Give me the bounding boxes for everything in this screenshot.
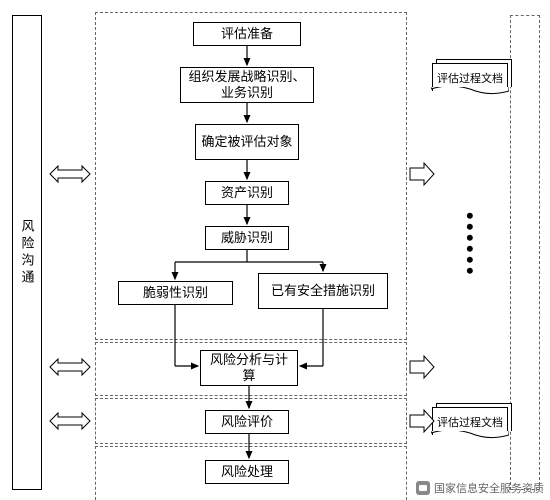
- node-evaluation: 风险评价: [205, 410, 289, 434]
- diagram-root: 风险沟通 评估准备 组织发展战略识别、业务识别 确定被评估对象 资产识别 威胁识…: [0, 0, 550, 500]
- block-arrow-right-2: [410, 356, 434, 378]
- node-scope: 确定被评估对象: [195, 124, 299, 160]
- node-asset-identify: 资产识别: [205, 181, 289, 205]
- wechat-icon: [416, 481, 430, 495]
- node-strategy-identify: 组织发展战略识别、业务识别: [180, 67, 314, 103]
- node-threat-identify: 威胁识别: [205, 226, 289, 250]
- node-safeguard: 已有安全措施识别: [258, 273, 388, 309]
- watermark-text: 国家信息安全服务资质: [434, 480, 544, 496]
- left-communication-box: 风险沟通: [12, 15, 42, 490]
- node-vulnerability: 脆弱性识别: [118, 281, 233, 305]
- node-analysis: 风险分析与计算: [200, 350, 298, 386]
- right-doc-column: [510, 15, 540, 490]
- node-handling: 风险处理: [205, 460, 289, 484]
- bidir-arrow-left-2: [50, 359, 90, 375]
- block-arrow-right-3: [410, 410, 434, 432]
- doc-wave-icon: [431, 431, 509, 441]
- document-2: 评估过程文档: [432, 407, 508, 435]
- document-1: 评估过程文档: [432, 63, 508, 91]
- node-preparation: 评估准备: [193, 22, 301, 46]
- bidir-arrow-left-1: [50, 166, 90, 182]
- left-label: 风险沟通: [18, 219, 37, 287]
- bidir-arrow-left-3: [50, 413, 90, 429]
- doc-wave-icon: [431, 87, 509, 97]
- block-arrow-right-1: [410, 163, 434, 185]
- ellipsis-dots: ••••••: [466, 210, 474, 276]
- watermark: 国家信息安全服务资质: [416, 480, 544, 496]
